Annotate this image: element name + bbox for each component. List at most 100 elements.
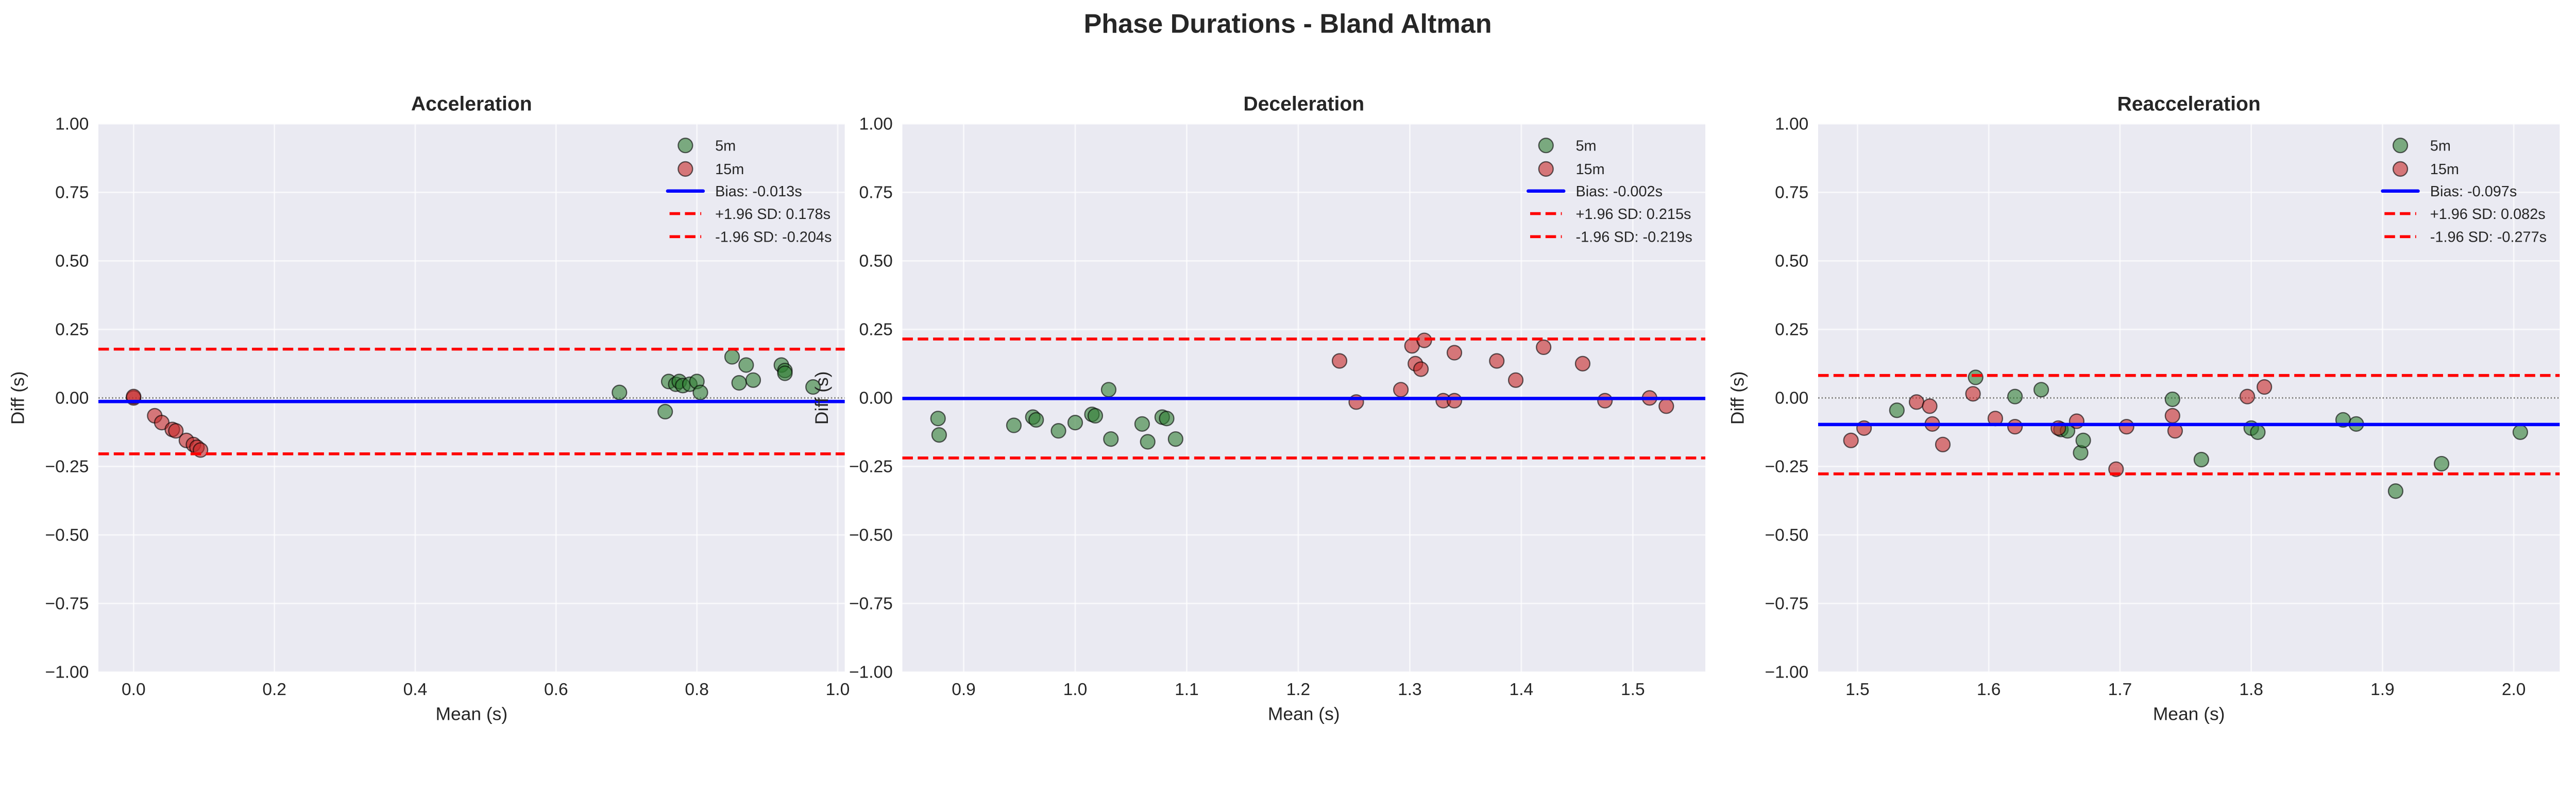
data-point-5m [1167, 431, 1183, 447]
legend-label: 15m [2430, 161, 2459, 178]
y-tick-label: 0.25 [1775, 320, 1808, 340]
data-point-5m [805, 379, 821, 395]
data-point-15m [2239, 388, 2256, 404]
y-tick-label: 0.00 [55, 388, 89, 408]
y-tick-label: −1.00 [45, 663, 89, 682]
data-point-5m [1100, 382, 1117, 398]
legend-label: 5m [715, 138, 736, 155]
y-tick-label: −0.75 [1765, 594, 1809, 613]
x-tick-label: 1.7 [2108, 680, 2132, 699]
data-point-15m [1489, 353, 1505, 369]
data-point-5m [777, 365, 793, 381]
data-point-15m [168, 423, 184, 439]
x-tick-label: 1.5 [1621, 680, 1645, 699]
x-tick-label: 0.8 [685, 680, 709, 699]
x-tick-label: 1.3 [1398, 680, 1422, 699]
y-tick-label: 0.50 [55, 252, 89, 271]
x-tick-label: 1.0 [826, 680, 850, 699]
data-point-15m [1922, 398, 1938, 414]
x-tick-label: 1.2 [1286, 680, 1311, 699]
chart-title: Reacceleration [2117, 93, 2261, 115]
x-tick-label: 0.6 [544, 680, 568, 699]
data-point-15m [2069, 413, 2084, 429]
data-point-5m [2033, 382, 2049, 398]
data-point-5m [1134, 416, 1150, 432]
bland-altman-figure: Phase Durations - Bland Altman 0.0 0.2 0.4… [8, 9, 2560, 724]
x-tick-label: 0.9 [952, 680, 976, 699]
data-point-15m [1965, 386, 1981, 402]
x-tick-label: 0.0 [122, 680, 146, 699]
y-axis-label: Diff (s) [811, 371, 832, 425]
legend-label: 5m [1576, 138, 1597, 155]
data-point-5m [2433, 455, 2450, 472]
y-tick-label: 1.00 [1775, 115, 1808, 134]
legend-label: +1.96 SD: 0.178s [715, 206, 831, 223]
y-tick-label: 0.75 [55, 183, 89, 202]
x-axis-label: Mean (s) [1268, 703, 1340, 724]
chart-acceleration: 0.0 0.2 0.4 0.6 0.8 1.0 −1.00 −0.75 −0.50 −0.25 0.… [8, 93, 850, 724]
data-point-5m [2387, 483, 2404, 499]
y-tick-label: 0.25 [859, 320, 893, 340]
x-tick-label: 1.5 [1845, 680, 1870, 699]
legend-label: -1.96 SD: -0.219s [1576, 229, 1692, 246]
data-point-15m [1446, 345, 1463, 361]
x-tick-label: 1.4 [1510, 680, 1534, 699]
legend-label: 5m [2430, 138, 2451, 155]
data-point-5m [731, 375, 747, 391]
y-tick-label: 0.75 [1775, 183, 1808, 202]
legend-label: -1.96 SD: -0.277s [2430, 229, 2547, 246]
legend-marker-5m [2392, 138, 2409, 154]
y-tick-label: 0.50 [1775, 252, 1808, 271]
data-point-5m [2512, 424, 2529, 440]
legend: 5m 15m Bias: -0.002s +1.96 SD: 0.215s -1.96 … [1527, 138, 1692, 246]
data-point-15m [1446, 393, 1463, 409]
data-point-15m [1536, 339, 1552, 356]
chart-reacceleration: 1.5 1.6 1.7 1.8 1.9 2.0 −1.00 −0.75 −0.50 −0.25 0.… [1727, 93, 2560, 724]
legend-marker-5m [1538, 138, 1554, 154]
data-point-5m [1050, 423, 1066, 439]
data-point-15m [1413, 361, 1429, 377]
data-point-15m [1393, 382, 1409, 398]
data-point-5m [1103, 431, 1119, 447]
data-point-5m [2250, 424, 2266, 440]
x-tick-label: 0.4 [403, 680, 428, 699]
data-point-5m [2075, 432, 2091, 448]
legend-label: Bias: -0.097s [2430, 183, 2517, 200]
data-point-15m [2256, 379, 2273, 395]
data-point-5m [724, 349, 740, 365]
x-tick-label: 1.0 [1063, 680, 1088, 699]
x-tick-label: 2.0 [2502, 680, 2526, 699]
legend-marker-15m [2392, 161, 2409, 177]
legend-marker-5m [677, 138, 693, 154]
data-point-5m [1087, 408, 1104, 424]
chart-title: Acceleration [411, 93, 532, 115]
legend-label: +1.96 SD: 0.082s [2430, 206, 2546, 223]
data-point-5m [1140, 434, 1156, 450]
data-point-15m [2007, 419, 2023, 435]
y-tick-label: 1.00 [55, 115, 89, 134]
y-tick-label: −0.75 [849, 594, 893, 613]
y-tick-label: −0.25 [849, 457, 893, 476]
x-axis-label: Mean (s) [435, 703, 507, 724]
y-tick-label: −0.50 [1765, 526, 1809, 545]
data-point-5m [1028, 412, 1044, 428]
y-tick-label: −0.50 [45, 526, 89, 545]
legend: 5m 15m Bias: -0.097s +1.96 SD: 0.082s -1.96 … [2381, 138, 2547, 246]
legend-label: 15m [715, 161, 744, 178]
chart-deceleration: 0.9 1.0 1.1 1.2 1.3 1.4 1.5 −1.00 −0.75 −0.50 −0.2… [811, 93, 1706, 724]
legend-marker-15m [677, 161, 693, 177]
data-point-5m [1067, 415, 1083, 431]
data-point-5m [2007, 388, 2023, 404]
data-point-5m [1159, 411, 1175, 427]
data-point-15m [1935, 436, 1951, 452]
x-tick-label: 1.9 [2370, 680, 2395, 699]
data-point-15m [2119, 419, 2134, 435]
y-tick-label: 0.75 [859, 183, 893, 202]
data-point-15m [1574, 356, 1591, 371]
chart-title: Deceleration [1243, 93, 1364, 115]
y-tick-label: 0.00 [1775, 388, 1808, 408]
data-point-5m [2193, 451, 2209, 468]
y-tick-label: −0.25 [45, 457, 89, 476]
legend: 5m 15m Bias: -0.013s +1.96 SD: 0.178s -1.96 … [666, 138, 832, 246]
legend-label: +1.96 SD: 0.215s [1576, 206, 1691, 223]
